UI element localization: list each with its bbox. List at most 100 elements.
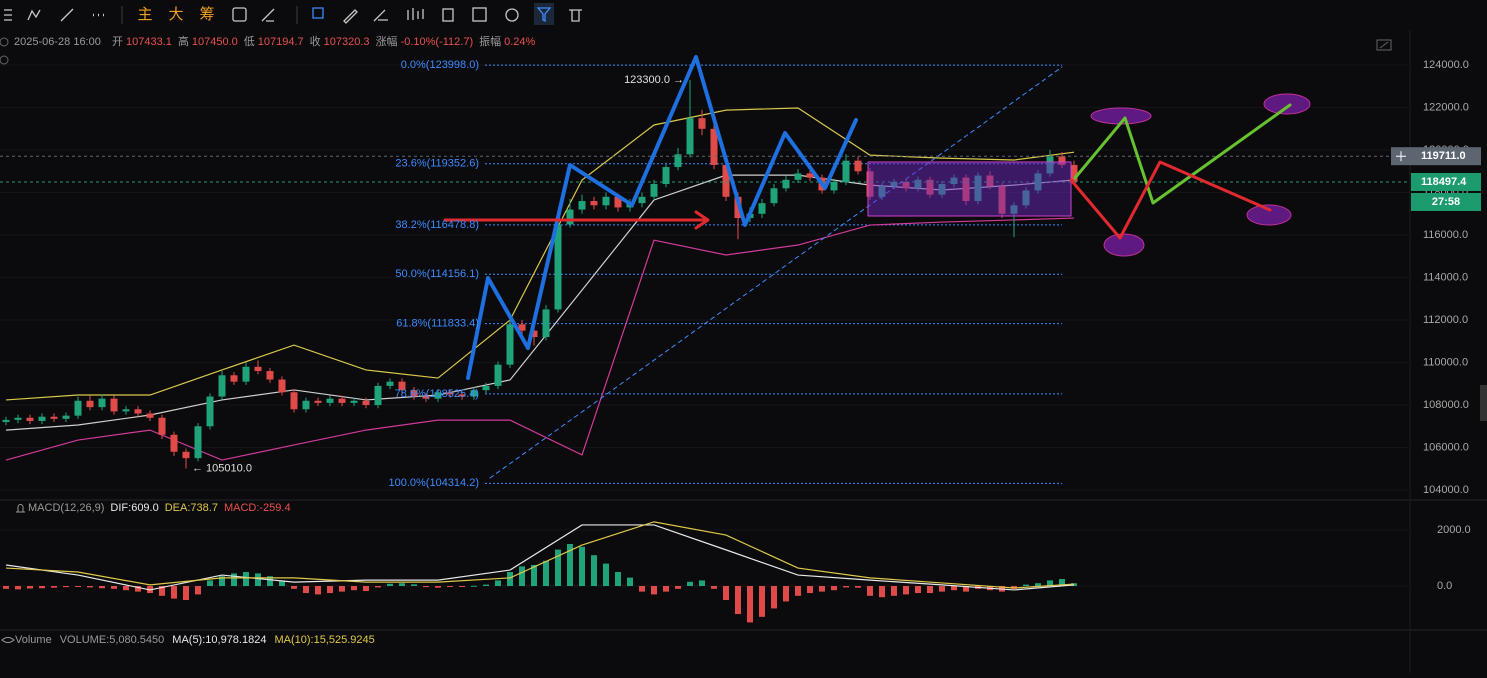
macd-bar [615,572,621,587]
macd-bar [327,586,333,594]
trend-line[interactable] [489,66,1063,479]
macd-bar [807,586,813,594]
candle-body [338,398,346,403]
ellipse-drawing[interactable] [1263,93,1311,115]
macd-bar [267,576,273,587]
filter-icon[interactable] [536,7,552,23]
candle-body [218,375,226,397]
price-annotation: ← 105010.0 [192,462,252,474]
price-tag: 118497.4 [1421,176,1467,188]
price-tag-bg [1411,172,1481,191]
price-tag-bg [1411,147,1481,166]
macd-bar [87,586,93,588]
macd-bar [939,586,945,592]
macd-bar [99,586,105,589]
macd-bar [639,586,645,592]
macd-bar [231,573,237,587]
macd-bar [675,586,681,589]
candle-body [830,181,838,191]
ellipse-drawing[interactable] [1103,233,1145,257]
fullscreen-icon[interactable] [1376,39,1392,51]
arrow-head [694,210,710,230]
zigzag-drawing[interactable] [466,55,858,380]
macd-bar [483,584,489,587]
macd-bar [711,586,717,589]
candle-body [74,400,82,416]
tool-icon[interactable] [472,7,487,22]
macd-bar [795,586,801,596]
macd-bar [435,586,441,588]
macd-bar [495,580,501,587]
tool-icon[interactable] [261,8,275,22]
macd-bar [171,586,177,599]
candle-body [278,379,286,393]
candle-body [386,381,394,386]
candle-body [2,419,10,423]
ellipse-drawing[interactable] [1246,204,1292,226]
fib-label: 23.6%(119352.6) [395,158,479,170]
macd-bar [687,581,693,587]
icon [0,55,9,65]
menu-icon[interactable] [4,9,12,21]
candle-body [722,164,730,197]
macd-bar [27,586,33,589]
macd-bar [891,586,897,596]
macd-bar [363,586,369,592]
macd-bar [459,586,465,588]
scroll-handle[interactable] [1480,385,1487,421]
macd-bar [627,577,633,587]
toolbar-label[interactable]: 大 [168,6,183,23]
macd-bar [447,586,453,588]
macd-bar [351,586,357,591]
plot [0,64,1410,623]
toolbar-label[interactable]: 主 [137,6,152,23]
tool-icon[interactable] [343,9,358,24]
macd-bar [279,580,285,587]
delete-icon[interactable] [569,9,582,22]
line-tool[interactable] [60,8,74,22]
candle-body [398,381,406,391]
info-value: 107194.7 [258,36,304,48]
indicator-icon[interactable] [27,9,41,21]
macd-bar [759,586,765,617]
macd-header: DEA:738.7 [165,502,218,514]
macd-bar [831,586,837,591]
macd-bar [507,572,513,587]
tool-icon[interactable] [505,8,519,22]
macd-bar [603,563,609,587]
macd-bar [183,586,189,601]
tool-icon[interactable] [407,8,424,20]
candle-body [374,385,382,406]
tool-icon[interactable] [232,7,247,22]
candle-body [614,196,622,208]
candle-body [170,434,178,452]
candle-body [158,417,166,435]
candle-body [194,426,202,459]
candle-body [134,409,142,414]
macd-bar [951,586,957,591]
tool-icon[interactable] [312,7,324,19]
toolbar-label[interactable]: 筹 [199,6,214,23]
macd-bar [195,586,201,595]
macd-bar [819,586,825,592]
range-box[interactable] [867,161,1072,217]
candle-body [806,173,814,178]
candle-body [290,392,298,410]
forecast-down[interactable] [1069,160,1272,240]
candle-body [434,392,442,399]
macd-header: MACD(12,26,9) [28,502,104,514]
candle-body [110,398,118,412]
tool-icon[interactable] [373,9,388,22]
band-line [5,217,1075,461]
forecast-up[interactable] [1073,103,1292,205]
candle-body [590,201,598,206]
chart-decor [0,30,1487,673]
candle-body [266,371,274,380]
macd-bar [315,586,321,595]
candle-body [650,184,658,197]
tool-icon[interactable] [442,8,454,22]
volume-header: VOLUME:5,080.5450 [60,634,165,646]
toolbar [4,3,582,25]
candle-body [542,309,550,338]
